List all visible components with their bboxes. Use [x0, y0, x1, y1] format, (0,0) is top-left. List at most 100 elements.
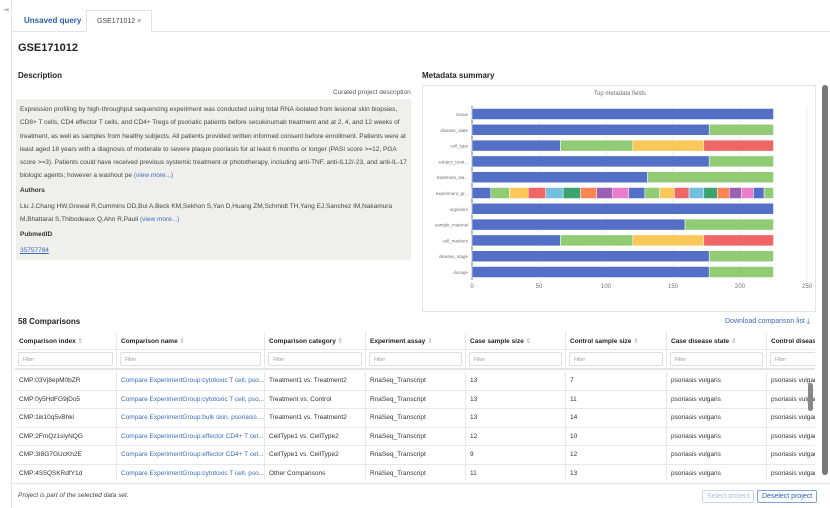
sidebar-toggle[interactable]: ⇥: [0, 0, 12, 508]
table-cell: RnaSeq_Transcript: [366, 446, 466, 464]
bar-segment: [471, 203, 774, 215]
bar-segment: [471, 234, 561, 247]
view-more-link[interactable]: (view more...): [133, 172, 174, 180]
bar-segment: [708, 266, 774, 278]
sort-icon[interactable]: ⇕: [523, 338, 532, 345]
table-cell: psoriasis vulgaris: [667, 446, 767, 464]
metadata-chart-svg: Top metadata fields 0 50 100 150 200 250 tissu…: [435, 91, 813, 290]
bar-segment: [708, 155, 774, 168]
y-category-label: subject_treat...: [438, 159, 468, 164]
column-header[interactable]: Comparison category ⇕: [265, 333, 366, 349]
expand-icon[interactable]: ⇥: [3, 7, 9, 14]
table-cell: RnaSeq_Transcript: [366, 427, 466, 445]
y-category-label: organism: [449, 207, 468, 212]
bar-segment: [471, 139, 561, 152]
table-cell: 11: [466, 464, 566, 480]
column-header[interactable]: Case disease state ⇕: [667, 333, 767, 349]
bar-segment: [580, 187, 597, 199]
x-tick-label: 100: [601, 284, 612, 290]
tab-unsaved-query[interactable]: Unsaved query: [24, 16, 82, 25]
close-icon[interactable]: ×: [137, 18, 142, 25]
table-cell: 9: [466, 446, 566, 464]
table-cell: CMP:03Vj8epM0bZR: [15, 372, 117, 390]
bar-segment: [628, 187, 646, 199]
table-row: CMP:4S5QSKRdfY1d Compare ExperimentGroup:…: [15, 464, 815, 480]
column-header[interactable]: Control sample size ⇕: [566, 333, 667, 349]
bar-segment: [763, 187, 774, 199]
bar-segment: [471, 155, 710, 168]
comparisons-table: Comparison index ⇕ Comparison name ⇕ Compa…: [15, 333, 815, 480]
filter-input[interactable]: Filter: [670, 352, 763, 366]
sort-icon[interactable]: ⇕: [177, 338, 185, 345]
filter-input[interactable]: Filter: [770, 352, 815, 366]
table-cell: Treatment1 vs. Treatment2: [265, 372, 366, 390]
table-cell: CMP:2FmQz1slyNQG: [15, 427, 117, 445]
filter-input[interactable]: Filter: [120, 352, 261, 366]
bar-segment: [490, 187, 510, 199]
description-text: Expression profiling by high-throughput …: [20, 106, 407, 180]
sort-icon[interactable]: ⇕: [425, 338, 433, 345]
filter-input[interactable]: Filter: [369, 352, 462, 366]
column-header[interactable]: Experiment assay ⇕: [366, 333, 466, 349]
bar-segment: [471, 266, 710, 278]
bar-segment: [545, 187, 564, 199]
page-scrollbar[interactable]: [822, 85, 828, 475]
y-category-label: cell_type: [450, 144, 468, 149]
bar-segment: [471, 108, 774, 120]
column-header[interactable]: Comparison index ⇕: [15, 333, 117, 349]
column-header-label: Case disease state: [671, 338, 730, 345]
comparison-name-link[interactable]: Compare ExperimentGroup:cytotoxic T cell…: [117, 464, 265, 480]
comparison-name-link[interactable]: Compare ExperimentGroup:bulk skin, psori…: [117, 409, 265, 427]
y-category-label: tissue: [456, 112, 468, 117]
deselect-project-button[interactable]: Deselect project: [757, 490, 818, 503]
bar-segment: [684, 218, 774, 231]
comparison-name-link[interactable]: Compare ExperimentGroup:cytotoxic T cell…: [117, 390, 265, 408]
comparison-name-link[interactable]: Compare ExperimentGroup:effector CD4+ T …: [117, 427, 265, 445]
bar-segment: [647, 171, 774, 183]
x-tick-label: 250: [802, 284, 813, 290]
bar-segment: [612, 187, 630, 199]
table-row: CMP:03Vj8epM0bZR Compare ExperimentGroup:…: [15, 372, 815, 391]
table-cell: psoriasis vulgaris: [667, 464, 767, 480]
comparison-name-link[interactable]: Compare ExperimentGroup:cytotoxic T cell…: [117, 372, 265, 390]
bar-segment: [703, 139, 774, 152]
column-header[interactable]: Control disease state ⇕: [767, 333, 815, 349]
sort-icon[interactable]: ⇕: [335, 338, 344, 345]
column-header-label: Control sample size: [570, 338, 632, 345]
filter-input[interactable]: Filter: [18, 352, 113, 366]
column-header-label: Experiment assay: [370, 338, 426, 345]
footer: Project is part of the selected data set…: [12, 483, 830, 508]
table-cell: CMP:0y5HdFG9jDo5: [15, 390, 117, 408]
table-cell: 12: [466, 427, 566, 445]
table-row: CMP:3I8G7GUcKh2E Compare ExperimentGroup:…: [15, 446, 815, 465]
authors-view-more-link[interactable]: (view more...): [139, 216, 180, 224]
bar-segment: [688, 187, 705, 199]
x-tick-label: 150: [668, 284, 679, 290]
table-cell: CMP:3I8G7GUcKh2E: [15, 446, 117, 464]
sort-icon[interactable]: ⇕: [729, 338, 737, 345]
column-header[interactable]: Case sample size ⇕: [466, 333, 566, 349]
table-cell: psoriasis vulgaris: [667, 409, 767, 427]
filter-cell: Filter: [366, 350, 466, 368]
column-header-label: Control disease state: [771, 338, 815, 345]
table-cell: RnaSeq_Transcript: [366, 390, 466, 408]
sort-icon[interactable]: ⇕: [75, 338, 83, 345]
column-header-label: Comparison index: [19, 338, 76, 345]
filter-cell: Filter: [667, 350, 767, 368]
sort-icon[interactable]: ⇕: [631, 338, 639, 345]
metadata-chart: Top metadata fields 0 50 100 150 200 250 tissu…: [422, 85, 816, 312]
comparison-name-link[interactable]: Compare ExperimentGroup:effector CD4+ T …: [117, 446, 265, 464]
filter-input[interactable]: Filter: [469, 352, 562, 366]
select-project-button[interactable]: Select project: [702, 490, 755, 503]
filter-input[interactable]: Filter: [569, 352, 663, 366]
download-comparison-list-link[interactable]: Download comparison list ⤓: [725, 318, 810, 325]
column-header[interactable]: Comparison name ⇕: [117, 333, 265, 349]
metadata-heading: Metadata summary: [422, 71, 495, 80]
table-scrollbar[interactable]: [808, 383, 813, 411]
filter-input[interactable]: Filter: [268, 352, 362, 366]
y-category-label: cell_markers: [442, 238, 468, 243]
y-category-label: treatment_sta...: [437, 175, 468, 180]
table-cell: CellType1 vs. CellType2: [265, 446, 366, 464]
pubmed-link[interactable]: 35757784: [20, 246, 49, 254]
tab-project[interactable]: GSE171012 ×: [86, 10, 153, 32]
